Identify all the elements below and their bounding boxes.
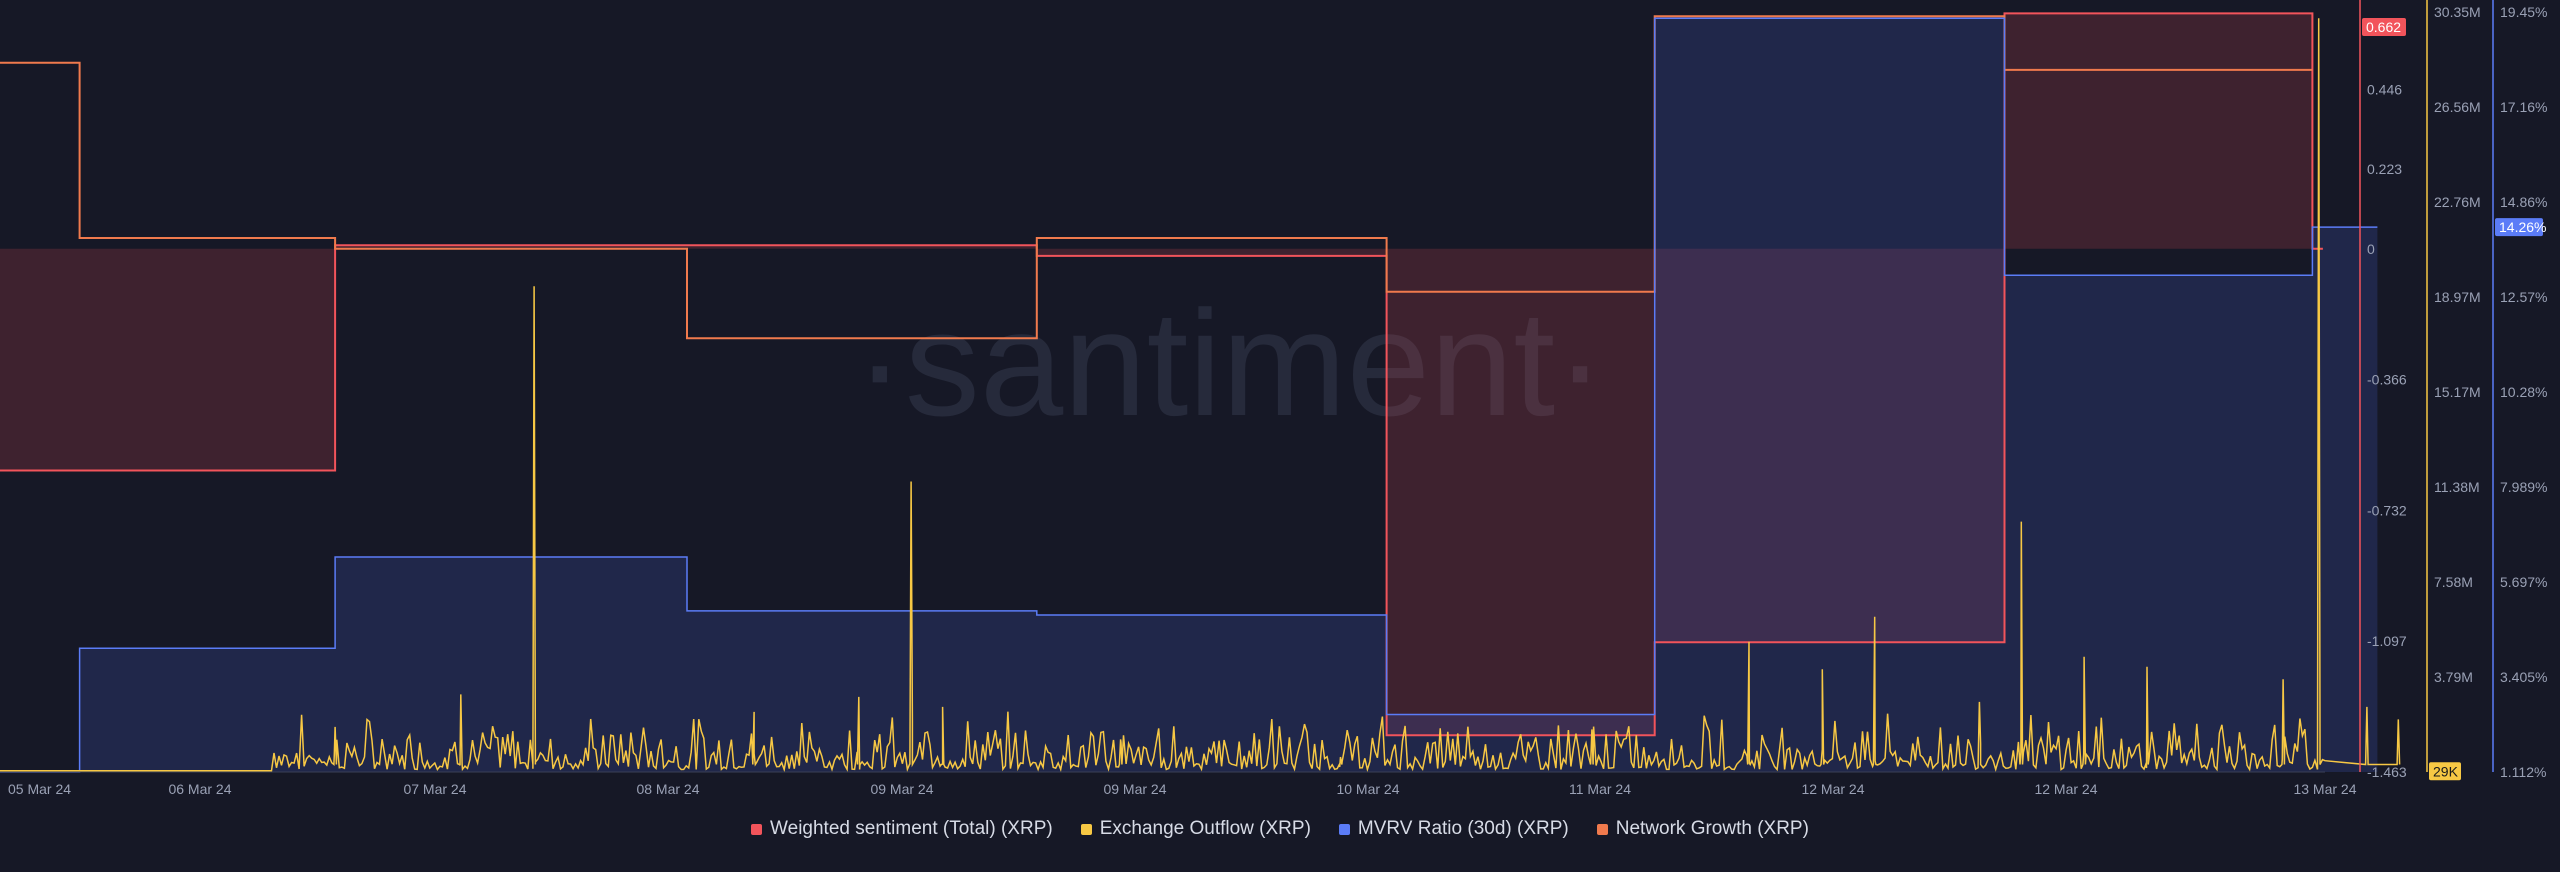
sentiment-tick: 0.446 — [2367, 81, 2402, 97]
legend-label: Exchange Outflow (XRP) — [1099, 818, 1311, 839]
mvrv-tick: 5.697% — [2500, 574, 2547, 590]
mvrv-tick: 10.28% — [2500, 384, 2547, 400]
x-tick-label: 12 Mar 24 — [1801, 781, 1864, 797]
watermark: ·santiment· — [855, 279, 1605, 447]
outflow-tick: 11.38M — [2434, 479, 2480, 495]
outflow-tick: 30.35M — [2434, 4, 2481, 20]
sentiment-tick: 0 — [2367, 241, 2375, 257]
legend-item[interactable]: Exchange Outflow (XRP) — [1080, 818, 1311, 840]
sentiment-fill — [0, 13, 2323, 736]
outflow-tick: 26.56M — [2434, 99, 2481, 115]
series-line-1 — [0, 15, 2313, 340]
legend-item[interactable]: Network Growth (XRP) — [1596, 818, 1809, 840]
outflow-line — [0, 18, 2401, 773]
legend-label: MVRV Ratio (30d) (XRP) — [1357, 818, 1569, 839]
series-line-0 — [0, 12, 2323, 737]
x-tick-label: 05 Mar 24 — [8, 781, 71, 797]
outflow-tick: 7.58M — [2434, 574, 2473, 590]
legend-label: Weighted sentiment (Total) (XRP) — [770, 818, 1053, 839]
mvrv-badge-label: 14.26% — [2499, 219, 2546, 235]
legend-swatch — [751, 823, 763, 835]
outflow-tick: 18.97M — [2434, 289, 2481, 305]
sentiment-badge-label: 0.662 — [2366, 19, 2401, 35]
legend-swatch — [1596, 823, 1608, 835]
series-fills — [0, 13, 2378, 772]
x-tick-label: 06 Mar 24 — [168, 781, 231, 797]
outflow-tick: 15.17M — [2434, 384, 2481, 400]
x-tick-label: 12 Mar 24 — [2034, 781, 2097, 797]
legend-label: Network Growth (XRP) — [1615, 818, 1809, 839]
x-tick-label: 07 Mar 24 — [403, 781, 466, 797]
outflow-badge — [2429, 762, 2461, 781]
mvrv-tick: 17.16% — [2500, 99, 2547, 115]
x-tick-label: 08 Mar 24 — [636, 781, 699, 797]
outflow-tick: 3.79M — [2434, 669, 2473, 685]
mvrv-tick: 14.86% — [2500, 194, 2547, 210]
series-lines — [0, 12, 2401, 773]
legend-item[interactable]: Weighted sentiment (Total) (XRP) — [751, 818, 1053, 840]
sentiment-tick: -0.366 — [2367, 372, 2407, 388]
mvrv-badge — [2495, 218, 2543, 237]
sentiment-tick: -0.732 — [2367, 503, 2407, 519]
legend: Weighted sentiment (Total) (XRP) Exchange… — [0, 818, 2560, 840]
x-tick-label: 09 Mar 24 — [870, 781, 933, 797]
x-tick-label: 11 Mar 24 — [1569, 781, 1631, 797]
mvrv-tick: 3.405% — [2500, 669, 2547, 685]
mvrv-tick: 12.57% — [2500, 289, 2547, 305]
outflow-badge-label: 29K — [2433, 763, 2459, 779]
legend-swatch — [1338, 823, 1350, 835]
legend-item[interactable]: MVRV Ratio (30d) (XRP) — [1338, 818, 1569, 840]
mvrv-tick: 7.989% — [2500, 479, 2547, 495]
outflow-tick: 22.76M — [2434, 194, 2481, 210]
mvrv-tick: 19.45% — [2500, 4, 2547, 20]
sentiment-tick: -1.463 — [2367, 764, 2407, 780]
x-tick-label: 10 Mar 24 — [1336, 781, 1399, 797]
x-tick-label: 09 Mar 24 — [1103, 781, 1166, 797]
sentiment-badge — [2362, 18, 2406, 36]
sentiment-tick: -1.097 — [2367, 633, 2407, 649]
legend-swatch — [1080, 823, 1092, 835]
sentiment-tick: 0.223 — [2367, 161, 2402, 177]
series-line-2 — [0, 17, 2378, 773]
x-tick-label: 13 Mar 24 — [2293, 781, 2356, 797]
mvrv-tick: 1.112% — [2500, 764, 2546, 780]
axes: 0.446 0.223 0 -0.366 -0.732 -1.097 -1.463 30.35… — [0, 0, 2547, 797]
mvrv-fill — [0, 18, 2378, 772]
